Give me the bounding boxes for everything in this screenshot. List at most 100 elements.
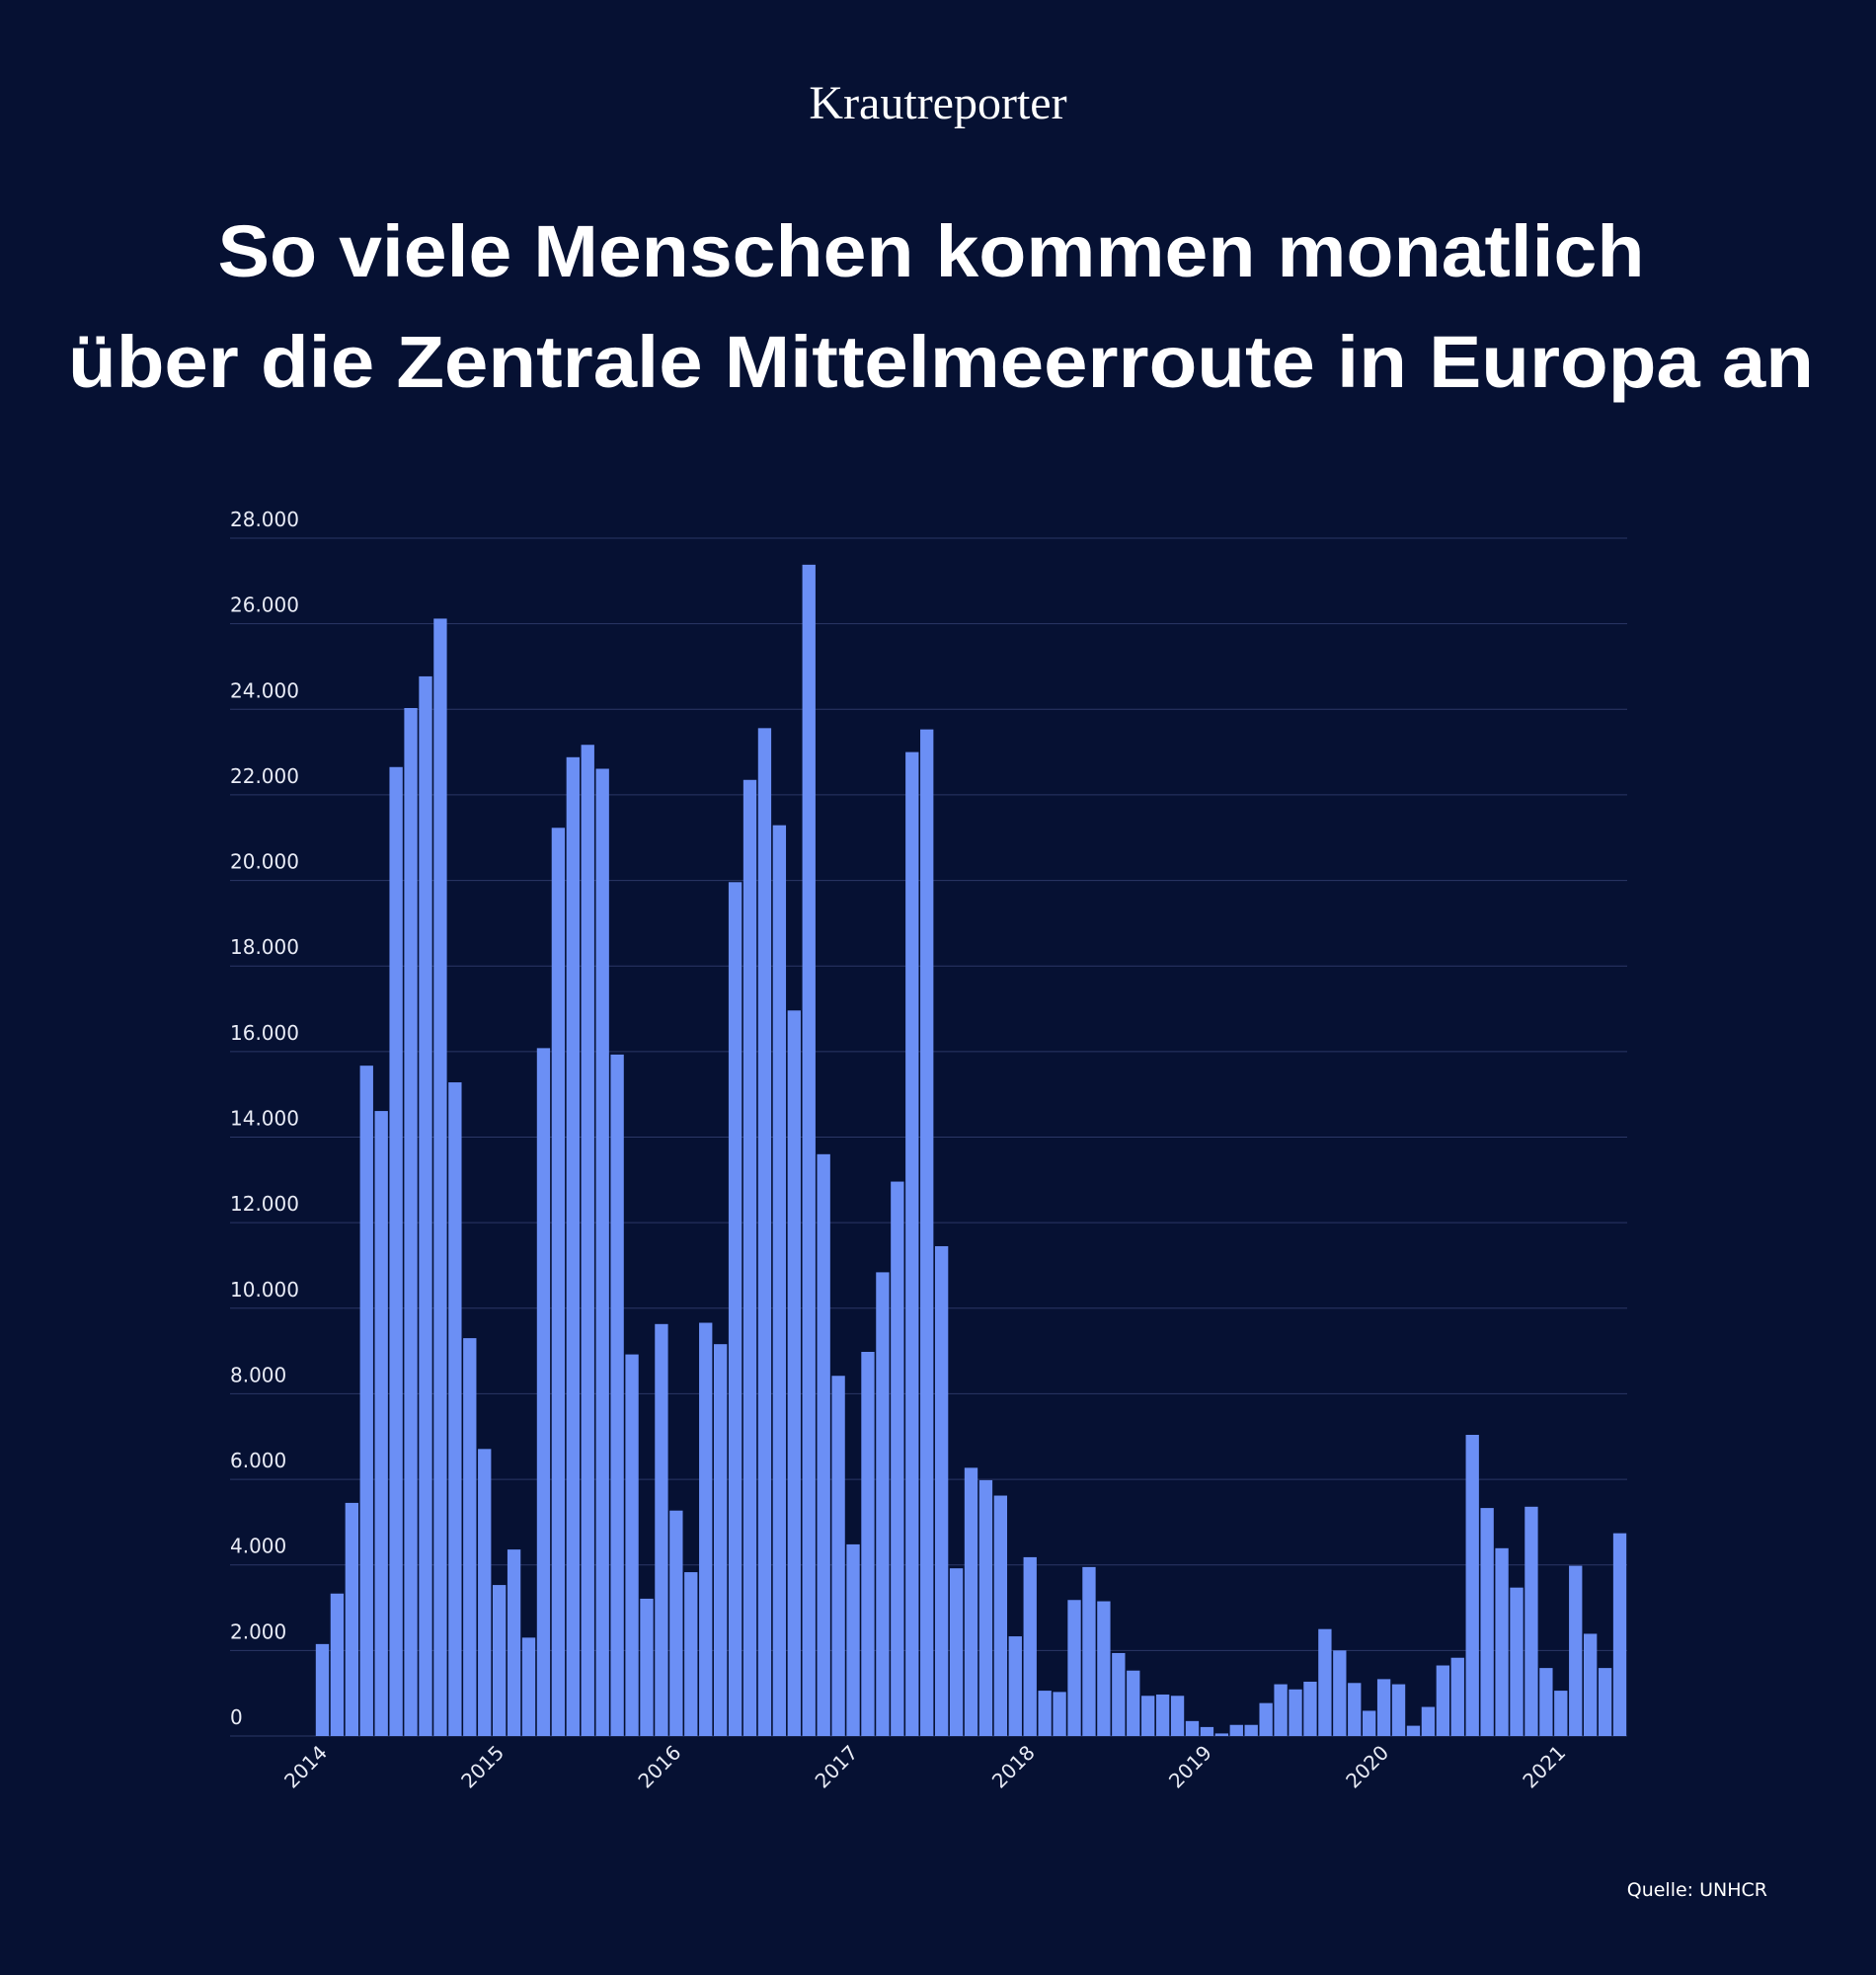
bar	[404, 707, 418, 1736]
bar	[1185, 1720, 1200, 1736]
bar	[861, 1351, 875, 1736]
bar	[1333, 1650, 1347, 1736]
bar	[757, 728, 772, 1736]
bar	[1510, 1587, 1524, 1736]
y-tick-label: 18.000	[230, 935, 299, 959]
y-tick-label: 12.000	[230, 1192, 299, 1216]
bar	[1053, 1692, 1066, 1736]
bar	[566, 756, 580, 1736]
bar	[478, 1449, 492, 1736]
bar	[1289, 1689, 1302, 1736]
y-tick-label: 26.000	[230, 593, 299, 617]
bar	[595, 768, 609, 1736]
bar	[669, 1510, 683, 1736]
y-tick-label: 24.000	[230, 678, 299, 702]
bar	[315, 1643, 330, 1736]
bar	[1200, 1726, 1214, 1736]
bar	[1097, 1601, 1111, 1736]
bar	[374, 1111, 388, 1736]
bar	[1127, 1670, 1140, 1736]
bar	[1008, 1636, 1022, 1736]
bar	[1406, 1725, 1421, 1736]
bar	[1348, 1683, 1362, 1736]
bar	[684, 1572, 698, 1736]
bar	[1318, 1628, 1332, 1736]
bar	[1450, 1657, 1464, 1736]
chart-title: So viele Menschen kommen monatlich	[218, 210, 1645, 292]
bar	[772, 825, 787, 1736]
bar	[551, 828, 566, 1736]
bar	[876, 1272, 890, 1736]
bar	[1376, 1679, 1391, 1736]
bar	[1274, 1684, 1288, 1736]
bar	[1436, 1665, 1450, 1736]
bar	[787, 1010, 801, 1736]
bar	[743, 779, 757, 1736]
bar	[507, 1549, 521, 1736]
bar	[846, 1543, 860, 1736]
bar	[1554, 1691, 1568, 1736]
y-tick-label: 16.000	[230, 1021, 299, 1045]
bar	[920, 729, 934, 1736]
bar	[1038, 1691, 1052, 1736]
bar	[1539, 1668, 1553, 1736]
y-tick-label: 0	[230, 1705, 243, 1729]
bar	[581, 745, 594, 1736]
bar	[905, 751, 919, 1736]
bar	[1023, 1556, 1037, 1736]
bar	[699, 1322, 713, 1736]
bar	[640, 1598, 654, 1736]
bar	[1259, 1702, 1273, 1736]
bar	[1303, 1681, 1317, 1736]
bar	[330, 1593, 345, 1736]
bar	[389, 766, 403, 1736]
brand: Krautreporter	[809, 77, 1066, 129]
chart-title: über die Zentrale Mittelmeerroute in Eur…	[68, 321, 1814, 403]
bar	[713, 1344, 728, 1736]
bar	[625, 1354, 639, 1736]
bar	[1584, 1633, 1598, 1736]
y-tick-label: 20.000	[230, 850, 299, 874]
bar	[1363, 1710, 1376, 1736]
bar	[359, 1066, 373, 1736]
bar	[433, 618, 447, 1736]
bar	[993, 1495, 1008, 1736]
bar	[1214, 1733, 1229, 1736]
bar	[1141, 1696, 1155, 1736]
y-tick-label: 4.000	[230, 1535, 286, 1558]
bar	[1391, 1684, 1406, 1736]
y-tick-label: 8.000	[230, 1363, 286, 1386]
bar	[536, 1048, 551, 1736]
bar	[610, 1054, 624, 1736]
bar	[978, 1479, 993, 1736]
bar	[817, 1153, 830, 1736]
bar	[1612, 1533, 1627, 1736]
y-tick-label: 10.000	[230, 1278, 299, 1302]
bar	[492, 1585, 507, 1736]
bar	[1421, 1706, 1436, 1736]
bar	[1480, 1508, 1494, 1736]
bar	[419, 675, 432, 1736]
bar	[1524, 1506, 1538, 1736]
bar	[1155, 1694, 1170, 1736]
bar	[728, 882, 743, 1736]
y-tick-label: 22.000	[230, 764, 299, 788]
bar	[448, 1082, 462, 1736]
bar	[934, 1245, 949, 1736]
bar	[345, 1502, 358, 1736]
bar	[891, 1181, 904, 1736]
bar	[1598, 1668, 1612, 1736]
bar	[1112, 1652, 1126, 1736]
bar	[802, 564, 816, 1736]
bar	[463, 1338, 477, 1736]
bar	[964, 1467, 978, 1736]
bar	[949, 1568, 964, 1736]
bar	[521, 1637, 536, 1736]
bar	[1495, 1547, 1509, 1736]
bar	[1229, 1724, 1243, 1736]
y-tick-label: 6.000	[230, 1449, 286, 1472]
bar	[1244, 1724, 1258, 1736]
y-tick-label: 14.000	[230, 1107, 299, 1131]
